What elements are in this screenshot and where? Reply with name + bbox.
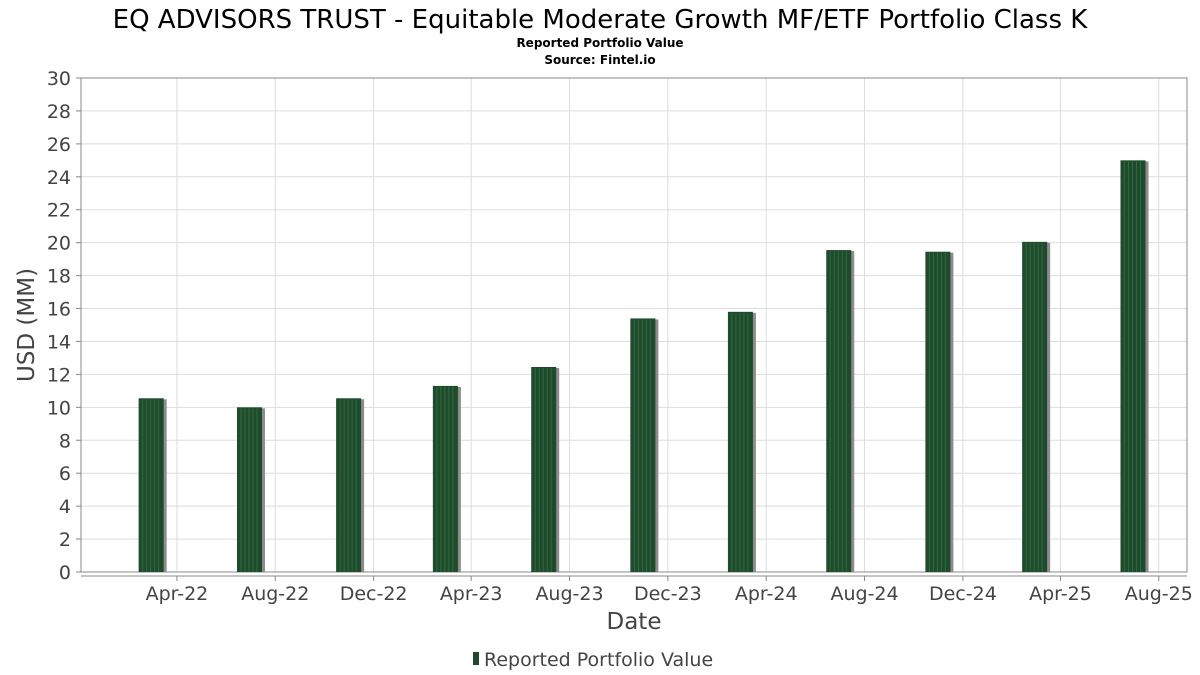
y-tick-label: 4 — [59, 496, 71, 518]
gridlines — [81, 77, 1187, 573]
y-tick-label: 30 — [47, 68, 71, 90]
y-tick-label: 2 — [59, 529, 71, 551]
x-tick-label: Apr-25 — [1029, 583, 1092, 605]
x-tick-label: Aug-23 — [535, 583, 603, 605]
y-tick-label: 26 — [47, 134, 71, 156]
x-tick-label: Apr-24 — [735, 583, 798, 605]
x-axis-ticks: Apr-22 Aug-22 Dec-22 Apr-23 Aug-23 Dec-23 Apr-… — [146, 576, 1193, 605]
legend-label: Reported Portfolio Value — [484, 649, 713, 671]
x-tick-label: Apr-22 — [146, 583, 209, 605]
y-axis-title: USD (MM) — [14, 268, 40, 382]
x-axis-title: Date — [607, 609, 662, 635]
x-tick-label: Dec-23 — [634, 583, 702, 605]
y-tick-label: 8 — [59, 430, 71, 452]
legend-swatch — [473, 652, 479, 665]
bars — [138, 160, 1149, 573]
y-tick-label: 12 — [47, 364, 71, 386]
y-tick-label: 28 — [47, 101, 71, 123]
x-tick-label: Apr-23 — [440, 583, 503, 605]
y-tick-label: 20 — [47, 233, 71, 255]
y-tick-label: 6 — [59, 463, 71, 485]
chart-source: Source: Fintel.io — [544, 53, 655, 67]
y-tick-label: 22 — [47, 200, 71, 222]
y-tick-label: 18 — [47, 266, 71, 288]
x-tick-label: Aug-24 — [830, 583, 898, 605]
x-tick-label: Aug-25 — [1125, 583, 1193, 605]
y-tick-label: 24 — [47, 167, 71, 189]
chart-subtitle: Reported Portfolio Value — [516, 36, 683, 50]
x-tick-label: Dec-22 — [340, 583, 408, 605]
y-tick-label: 10 — [47, 397, 71, 419]
legend: Reported Portfolio Value — [473, 649, 713, 671]
y-tick-label: 16 — [47, 299, 71, 321]
chart-title: EQ ADVISORS TRUST - Equitable Moderate G… — [113, 5, 1089, 35]
y-tick-label: 0 — [59, 562, 71, 584]
y-tick-label: 14 — [47, 331, 71, 353]
x-tick-label: Dec-24 — [929, 583, 997, 605]
x-tick-label: Aug-22 — [241, 583, 309, 605]
